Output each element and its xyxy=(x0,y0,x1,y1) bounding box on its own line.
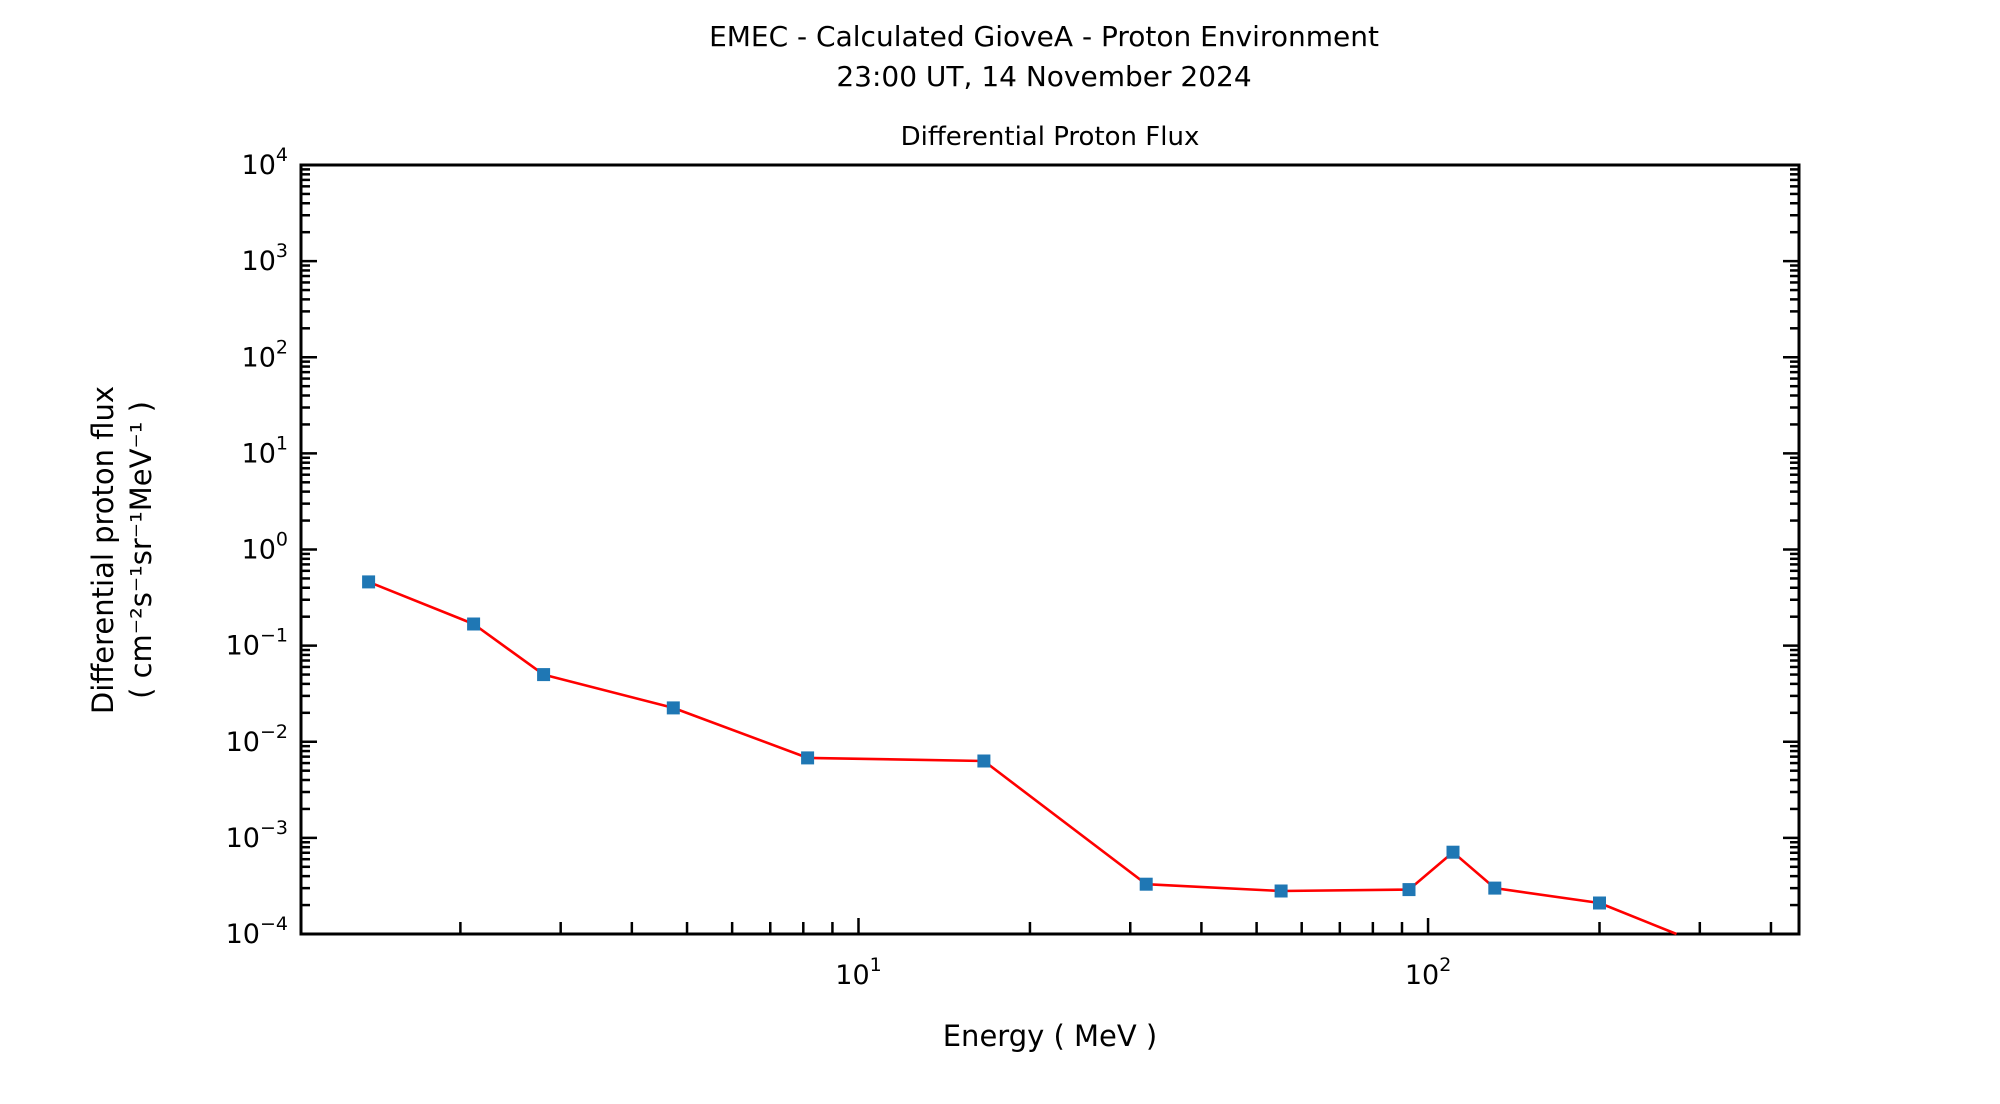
y-tick-label: 103 xyxy=(242,240,288,277)
y-tick-label: 100 xyxy=(242,529,288,566)
y-axis-label-line2: ( cm⁻²s⁻¹sr⁻¹MeV⁻¹ ) xyxy=(124,401,158,699)
x-tick-label: 101 xyxy=(835,954,881,991)
data-point-marker xyxy=(467,617,481,631)
y-tick-label: 101 xyxy=(242,432,288,469)
figure-title-line2: 23:00 UT, 14 November 2024 xyxy=(836,60,1251,93)
y-tick-label: 10−4 xyxy=(226,913,288,950)
x-axis-label: Energy ( MeV ) xyxy=(943,1019,1158,1053)
y-tick-label: 10−1 xyxy=(226,625,288,662)
plot-area: 104 103 102 101 100 10−1 10−2 10−3 10−4 101 102 xyxy=(226,144,1801,991)
y-tick-label: 10−2 xyxy=(226,721,288,758)
x-tick-label: 102 xyxy=(1405,954,1451,991)
figure-title-line1: EMEC - Calculated GioveA - Proton Enviro… xyxy=(709,20,1379,53)
y-tick-label: 102 xyxy=(242,336,288,373)
data-point-marker xyxy=(977,754,991,768)
axes-title: Differential Proton Flux xyxy=(901,122,1200,152)
data-point-marker xyxy=(1274,884,1288,898)
data-point-marker xyxy=(1402,883,1416,897)
y-tick-label: 10−3 xyxy=(226,817,288,854)
axes-spines xyxy=(299,163,1801,936)
y-axis-label-line1: Differential proton flux xyxy=(86,386,120,714)
flux-line xyxy=(368,580,1677,936)
data-point-marker xyxy=(801,751,815,765)
data-point-marker xyxy=(1593,896,1606,910)
data-point-marker xyxy=(1488,881,1502,895)
y-tick-label: 104 xyxy=(242,144,288,181)
data-point-marker xyxy=(1139,877,1153,891)
data-point-marker xyxy=(537,668,551,682)
data-point-marker xyxy=(362,575,376,589)
data-point-marker xyxy=(666,701,680,715)
data-point-marker xyxy=(1446,845,1460,859)
